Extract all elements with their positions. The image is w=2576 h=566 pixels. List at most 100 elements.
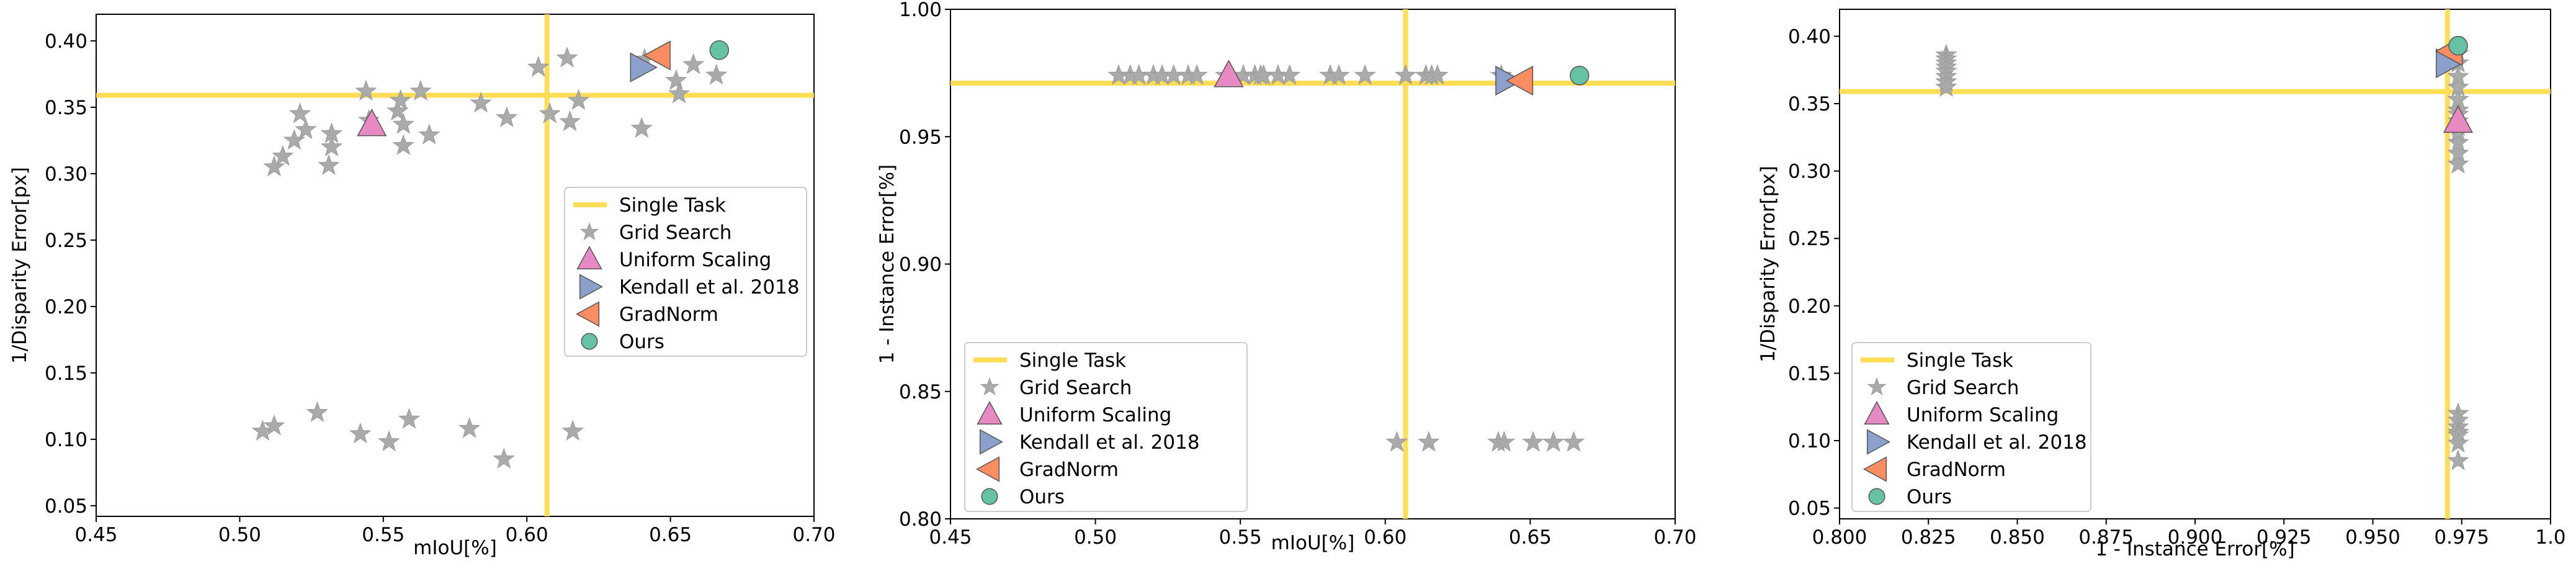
legend-swatch-grid: [980, 377, 1000, 395]
grid-search-point: [392, 113, 414, 134]
gradnorm-point: [1505, 65, 1534, 96]
grid-search-point: [263, 155, 285, 177]
legend-swatch-uniform: [977, 401, 1003, 425]
legend-swatch-kendall: [1866, 429, 1890, 455]
grid-search-point: [1562, 431, 1585, 452]
x-tick-label: 0.950: [2345, 526, 2400, 549]
y-tick-label: 0.25: [45, 230, 87, 252]
legend-box: [1851, 342, 2091, 512]
legend-label: Uniform Scaling: [1019, 404, 1171, 426]
chart-panel-2: 0.45 0.50 0.55 0.60 0.65 0.70 0.80 0.85 0.90 0.95…: [876, 0, 1697, 554]
legend: Single Task Grid Search Uniform Scaling Ken…: [964, 342, 1248, 512]
ours-point: [709, 40, 730, 60]
grid-search-point: [561, 420, 584, 441]
grid-search-point: [1186, 64, 1208, 85]
legend-swatch-ours: [1868, 488, 1885, 505]
legend-swatch-kendall: [979, 429, 1003, 455]
legend-swatch-gradnorm: [576, 301, 600, 327]
legend-swatch-kendall: [579, 274, 603, 300]
grid-search-point: [470, 91, 492, 113]
ours-point: [2448, 35, 2468, 56]
grid-search-point: [1354, 64, 1376, 85]
grid-search-point: [2447, 131, 2469, 152]
legend-label: Grid Search: [619, 222, 731, 244]
chart-panel-1: 0.45 0.50 0.55 0.60 0.65 0.70 0.05 0.10 0.15 0.20…: [9, 14, 836, 559]
x-tick-label: 0.50: [218, 524, 261, 546]
grid-search-point: [682, 53, 705, 74]
grid-search-point: [263, 415, 285, 436]
kendall-point: [630, 52, 658, 83]
grid-search-point: [1328, 64, 1350, 85]
x-tick-label: 0.55: [362, 524, 405, 546]
y-tick-label: 0.95: [899, 126, 942, 148]
y-tick-label: 0.15: [1788, 362, 1831, 385]
legend-swatch-grid: [1867, 377, 1887, 395]
x-tick-label: 0.875: [2078, 526, 2134, 549]
x-tick-label: 0.800: [1812, 526, 1867, 549]
grid-search-point: [668, 82, 691, 104]
grid-search-point: [527, 56, 550, 77]
y-tick-label: 0.35: [1788, 93, 1831, 115]
legend-label: Kendall et al. 2018: [619, 276, 800, 299]
legend-swatch-ours: [981, 488, 998, 505]
x-tick-label: 0.55: [1219, 526, 1262, 549]
ours-point: [1570, 65, 1590, 86]
y-tick-label: 0.25: [1788, 228, 1831, 250]
legend-label: Uniform Scaling: [619, 249, 771, 271]
grid-search-point: [1418, 431, 1440, 452]
y-tick-label: 0.10: [1788, 430, 1831, 452]
grid-search-point: [390, 89, 412, 110]
uniform-scaling-point: [2443, 105, 2474, 133]
grid-search-point: [1394, 64, 1417, 85]
x-tick-label: 0.45: [74, 524, 117, 546]
grid-search-point: [355, 79, 377, 101]
grid-search-point: [1522, 431, 1544, 452]
grid-search-point: [418, 124, 441, 145]
grid-search-point: [1542, 431, 1565, 452]
grid-search-point: [2447, 76, 2469, 97]
y-tick-label: 0.05: [45, 495, 87, 518]
grid-search-point: [349, 422, 372, 444]
x-tick-label: 0.65: [649, 524, 692, 546]
legend-label: Ours: [619, 331, 664, 353]
grid-search-point: [295, 118, 317, 140]
x-tick-label: 0.70: [792, 524, 835, 546]
legend-label: GradNorm: [619, 303, 718, 326]
legend-swatch-uniform: [576, 246, 602, 270]
x-axis-title: mIoU[%]: [413, 537, 497, 559]
legend-swatch-uniform: [1864, 401, 1890, 425]
plot-area: [950, 9, 1675, 519]
x-tick-label: 1.0: [2535, 526, 2565, 549]
legend-label: GradNorm: [1907, 459, 2006, 481]
y-tick-label: 0.15: [45, 362, 87, 385]
y-tick-label: 0.05: [1788, 498, 1831, 520]
legend-label: Single Task: [1019, 349, 1126, 372]
uniform-scaling-point: [357, 109, 387, 137]
legend-label: Kendall et al. 2018: [1907, 431, 2087, 454]
grid-search-point: [1493, 431, 1515, 452]
x-tick-label: 0.975: [2434, 526, 2489, 549]
grid-search-point: [1279, 64, 1301, 85]
legend-label: Ours: [1019, 486, 1065, 508]
grid-search-point: [398, 408, 420, 429]
x-tick-label: 0.50: [1074, 526, 1117, 549]
legend-label: Kendall et al. 2018: [1019, 431, 1200, 454]
y-tick-label: 0.20: [45, 296, 87, 318]
grid-search-point: [1385, 431, 1408, 452]
legend-label: GradNorm: [1019, 459, 1119, 481]
grid-search-point: [289, 102, 311, 124]
legend-swatch-grid: [579, 222, 599, 240]
plot-area: [96, 14, 814, 516]
grid-search-point: [2447, 142, 2469, 163]
grid-search-point: [320, 135, 343, 156]
y-axis-title: 1 - Instance Error[%]: [876, 164, 898, 364]
x-tick-label: 0.850: [1990, 526, 2045, 549]
x-tick-label: 0.60: [1364, 526, 1407, 549]
grid-search-point: [496, 106, 518, 127]
grid-search-point: [2447, 449, 2469, 470]
gradnorm-point: [643, 40, 671, 71]
y-tick-label: 0.85: [899, 381, 942, 403]
grid-search-point: [378, 430, 400, 452]
grid-search-point: [665, 69, 687, 90]
